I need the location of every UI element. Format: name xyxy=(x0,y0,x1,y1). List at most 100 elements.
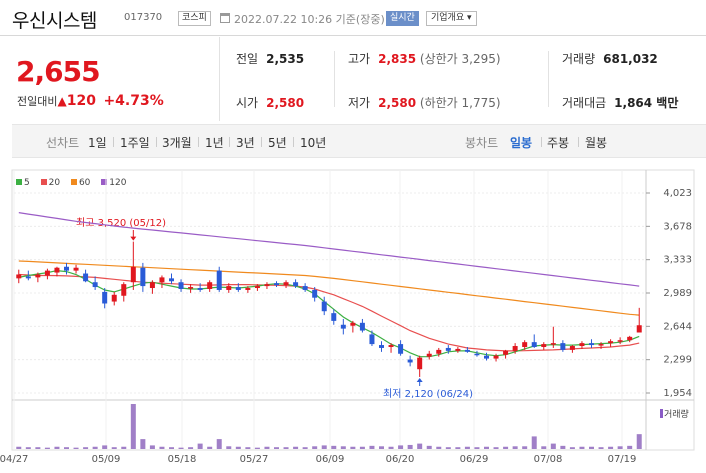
candle-body xyxy=(407,359,413,363)
volume-bar xyxy=(522,446,528,449)
candle-body xyxy=(73,267,79,271)
candle-body xyxy=(159,277,165,283)
volume-bar xyxy=(560,445,566,449)
candle-body xyxy=(426,353,432,357)
period-1w[interactable]: 1주일 xyxy=(120,136,150,150)
candle-body xyxy=(149,282,155,289)
divider xyxy=(229,137,230,147)
candle-body xyxy=(636,325,642,333)
volume-bar xyxy=(417,443,423,449)
candle-body xyxy=(35,274,41,278)
divider xyxy=(548,51,549,107)
volume-bar xyxy=(359,446,365,449)
company-info-dropdown[interactable]: 기업개요 ▾ xyxy=(426,11,477,26)
x-tick-label: 05/27 xyxy=(240,454,269,465)
volume-bar xyxy=(388,446,394,449)
candle-body xyxy=(331,313,337,321)
volume-bar xyxy=(111,447,117,449)
line-ma60 xyxy=(18,260,640,316)
x-tick-label: 05/18 xyxy=(168,454,197,465)
change-value: 120 xyxy=(66,93,96,109)
volume-bar xyxy=(331,445,337,449)
legend-ma5-label: 5 xyxy=(24,178,30,188)
volume-bar xyxy=(188,447,194,449)
candle-body xyxy=(16,274,22,279)
stat-prev-label: 전일 xyxy=(236,52,259,66)
legend-ma5: 5 xyxy=(16,178,30,188)
volume-bar xyxy=(426,445,432,449)
y-tick-label: 2,299 xyxy=(663,355,692,366)
realtime-button[interactable]: 실시간 xyxy=(386,11,419,26)
period-10y[interactable]: 10년 xyxy=(300,136,327,150)
candle-body xyxy=(254,286,260,289)
candle-body xyxy=(274,283,279,286)
volume-bar xyxy=(140,439,146,449)
stat-open: 시가 2,580 xyxy=(236,91,304,115)
volume-bar xyxy=(35,447,41,449)
period-1d[interactable]: 1일 xyxy=(88,136,107,150)
line-chart-label: 선차트 xyxy=(46,136,80,150)
candle-body xyxy=(111,294,117,302)
candle-body xyxy=(379,345,384,348)
y-tick-label: 1,954 xyxy=(663,388,692,399)
volume-bar xyxy=(159,446,165,449)
candle-body xyxy=(512,346,518,351)
candle-body xyxy=(484,355,489,359)
stat-high-value: 2,835 xyxy=(378,52,417,66)
stat-amount: 거래대금 1,864 백만 xyxy=(562,91,678,115)
legend-ma60: 60 xyxy=(70,178,90,188)
candle-daily[interactable]: 일봉 xyxy=(510,136,533,150)
volume-bar xyxy=(121,446,127,449)
volume-bar xyxy=(321,445,327,449)
candle-body xyxy=(293,282,299,287)
x-tick-label: 04/27 xyxy=(0,454,28,465)
volume-bar xyxy=(169,447,174,449)
stats-grid: 전일 2,535 고가 2,835 (상한가 3,295) 거래량 681,032 시… xyxy=(222,37,706,121)
volume-bar xyxy=(130,404,136,449)
x-tick-label: 06/20 xyxy=(386,454,415,465)
candle-body xyxy=(436,349,442,354)
x-tick-label: 06/09 xyxy=(316,454,345,465)
stat-prev-value: 2,535 xyxy=(266,52,305,66)
legend-ma20-label: 20 xyxy=(48,178,61,188)
current-price: 2,655 xyxy=(16,55,101,88)
candle-body xyxy=(207,282,213,289)
period-1y[interactable]: 1년 xyxy=(205,136,224,150)
stat-amount-value: 1,864 백만 xyxy=(614,96,679,110)
calendar-icon xyxy=(220,13,230,23)
candle-weekly[interactable]: 주봉 xyxy=(547,136,570,150)
change-percent: +4.73% xyxy=(103,93,164,109)
company-info-label: 기업개요 xyxy=(431,13,465,23)
x-tick-label: 07/19 xyxy=(608,454,637,465)
line-ma5 xyxy=(18,269,640,358)
stat-low: 저가 2,580 (하한가 1,775) xyxy=(348,91,501,115)
period-5y[interactable]: 5년 xyxy=(268,136,287,150)
candle-chart-label: 봉차트 xyxy=(465,136,499,150)
volume-bar xyxy=(541,446,547,449)
candle-body xyxy=(226,286,232,290)
candle-body xyxy=(264,284,270,287)
period-3y[interactable]: 3년 xyxy=(236,136,255,150)
candle-body xyxy=(598,344,604,346)
volume-bar xyxy=(455,447,461,449)
divider xyxy=(578,137,579,147)
volume-bar xyxy=(178,447,184,449)
volume-bar xyxy=(197,443,203,449)
volume-bar xyxy=(44,447,50,449)
price-panel: 2,655 전일대비▲120 +4.73% xyxy=(12,37,220,121)
candle-body xyxy=(608,341,614,344)
down-arrow-icon xyxy=(130,236,137,241)
volume-bar xyxy=(512,446,518,449)
volume-bar xyxy=(245,447,251,449)
stock-header: 우신시스템 017370 코스피 2022.07.22 10:26 기준(장중)… xyxy=(0,0,706,36)
volume-bar xyxy=(531,436,537,449)
candle-body xyxy=(569,346,575,350)
period-3m[interactable]: 3개월 xyxy=(162,136,192,150)
candle-body xyxy=(302,286,308,290)
candle-body xyxy=(140,267,146,287)
candle-body xyxy=(130,266,136,283)
volume-bar xyxy=(83,447,89,449)
candle-monthly[interactable]: 월봉 xyxy=(585,136,608,150)
candle-body xyxy=(445,347,451,351)
